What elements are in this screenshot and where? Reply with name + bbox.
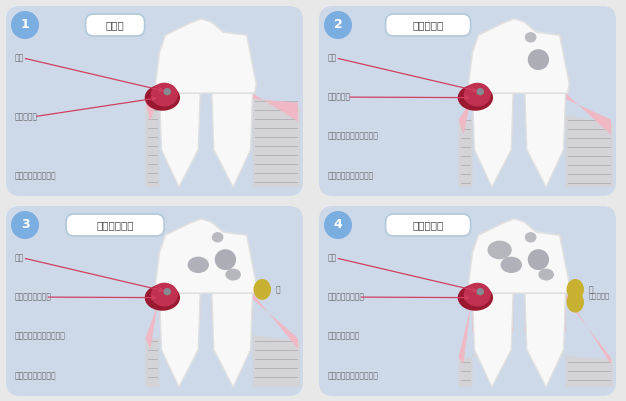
Polygon shape	[145, 93, 200, 122]
Text: 重度歯周炎: 重度歯周炎	[413, 220, 444, 230]
Text: 歯周ポケットは深く: 歯周ポケットは深く	[15, 171, 56, 180]
Ellipse shape	[458, 85, 493, 111]
Polygon shape	[212, 93, 252, 187]
Text: 膿: 膿	[589, 285, 593, 294]
Polygon shape	[545, 354, 613, 387]
Polygon shape	[156, 19, 257, 93]
Polygon shape	[145, 93, 180, 187]
Polygon shape	[458, 354, 493, 387]
FancyBboxPatch shape	[386, 14, 471, 36]
Text: 4: 4	[334, 219, 342, 231]
Text: 歯垒: 歯垒	[15, 253, 24, 262]
Text: 歯垒: 歯垒	[328, 53, 337, 63]
Ellipse shape	[464, 83, 491, 107]
Ellipse shape	[145, 285, 180, 311]
Polygon shape	[473, 93, 513, 187]
Text: 3: 3	[21, 219, 29, 231]
Ellipse shape	[464, 283, 491, 306]
Ellipse shape	[163, 288, 171, 296]
Text: 歯肉炎: 歯肉炎	[106, 20, 125, 30]
Ellipse shape	[528, 249, 549, 270]
Circle shape	[11, 11, 39, 39]
Polygon shape	[458, 112, 493, 187]
Text: 歯周ポケットはより深く: 歯周ポケットはより深く	[328, 132, 379, 141]
Ellipse shape	[225, 269, 241, 280]
Ellipse shape	[501, 257, 522, 273]
Text: 歯垒: 歯垒	[328, 253, 337, 262]
Ellipse shape	[538, 269, 554, 280]
Polygon shape	[212, 293, 252, 387]
Polygon shape	[525, 93, 611, 135]
Polygon shape	[458, 93, 513, 135]
Text: 歯垒: 歯垒	[15, 53, 24, 63]
Circle shape	[324, 11, 352, 39]
Ellipse shape	[525, 232, 536, 243]
FancyBboxPatch shape	[86, 14, 145, 36]
Ellipse shape	[476, 88, 484, 95]
Polygon shape	[473, 293, 513, 387]
Text: 歯槽骨の消失２／３以上: 歯槽骨の消失２／３以上	[328, 371, 379, 380]
Text: 中等度歯周炎: 中等度歯周炎	[96, 220, 134, 230]
Ellipse shape	[212, 232, 223, 243]
Text: 膿が常態化: 膿が常態化	[589, 292, 610, 299]
Ellipse shape	[215, 249, 236, 270]
Polygon shape	[212, 293, 298, 349]
Polygon shape	[160, 293, 200, 387]
Polygon shape	[145, 293, 200, 349]
Ellipse shape	[163, 88, 171, 95]
Circle shape	[11, 211, 39, 239]
FancyBboxPatch shape	[6, 206, 303, 396]
Ellipse shape	[188, 257, 209, 273]
Text: 脹れ・出血: 脹れ・出血	[15, 112, 38, 121]
Text: 歯周ポケットは更に深く: 歯周ポケットは更に深く	[15, 332, 66, 341]
Text: 初期歯周炎: 初期歯周炎	[413, 20, 444, 30]
Ellipse shape	[151, 83, 178, 107]
Polygon shape	[545, 112, 613, 187]
Text: 脹れ・出血: 脹れ・出血	[328, 93, 351, 101]
FancyBboxPatch shape	[319, 206, 616, 396]
FancyBboxPatch shape	[319, 6, 616, 196]
Ellipse shape	[151, 283, 178, 306]
Ellipse shape	[525, 32, 536, 43]
Polygon shape	[525, 93, 565, 187]
Polygon shape	[156, 219, 257, 293]
FancyBboxPatch shape	[386, 214, 471, 236]
Ellipse shape	[567, 279, 584, 300]
Text: 歯槽骨の消失が進む: 歯槽骨の消失が進む	[15, 371, 56, 380]
Circle shape	[324, 211, 352, 239]
Text: 2: 2	[334, 18, 342, 32]
Text: 脹れ・出血・口臭: 脹れ・出血・口臭	[15, 293, 52, 302]
Ellipse shape	[476, 288, 484, 296]
Ellipse shape	[458, 285, 493, 311]
Text: 膿: 膿	[276, 285, 280, 294]
Text: 歯は常に揺れる: 歯は常に揺れる	[328, 332, 361, 341]
Ellipse shape	[567, 292, 584, 312]
Text: 歯槽骨が消失し始める: 歯槽骨が消失し始める	[328, 171, 374, 180]
Ellipse shape	[528, 49, 549, 70]
Polygon shape	[232, 93, 300, 187]
Ellipse shape	[488, 241, 511, 259]
Polygon shape	[469, 19, 570, 93]
Text: 1: 1	[21, 18, 29, 32]
Polygon shape	[212, 93, 298, 122]
Polygon shape	[469, 219, 570, 293]
Polygon shape	[458, 293, 513, 364]
FancyBboxPatch shape	[66, 214, 164, 236]
Ellipse shape	[145, 85, 180, 111]
Ellipse shape	[254, 279, 271, 300]
Polygon shape	[160, 93, 200, 187]
Text: 脹れ・出血・口臭: 脹れ・出血・口臭	[328, 293, 365, 302]
Polygon shape	[145, 333, 180, 387]
Polygon shape	[525, 293, 611, 364]
Polygon shape	[232, 333, 300, 387]
Polygon shape	[525, 293, 565, 387]
FancyBboxPatch shape	[6, 6, 303, 196]
